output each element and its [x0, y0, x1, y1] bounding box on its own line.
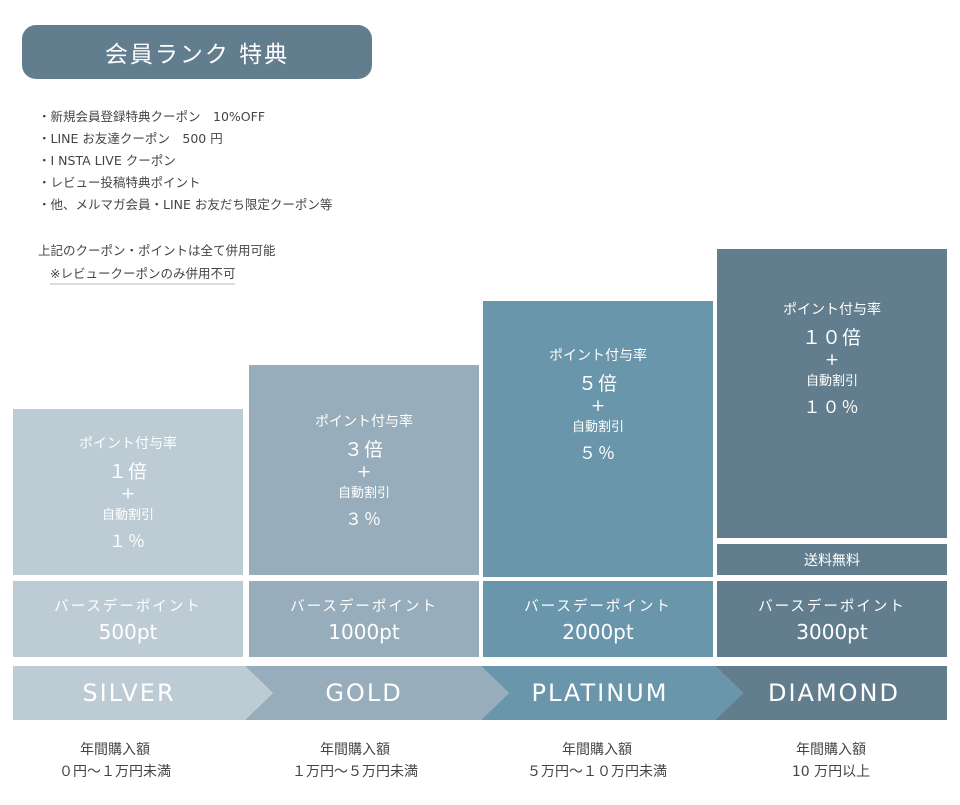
birthday-label: バースデーポイント: [290, 598, 438, 615]
discount-value: １０％: [803, 398, 861, 418]
annual-label: 年間購入額: [562, 742, 632, 758]
rate-value: １倍: [107, 460, 148, 483]
diamond-birthday-block: バースデーポイント 3000pt: [717, 581, 947, 657]
gold-birthday-block: バースデーポイント 1000pt: [249, 581, 479, 657]
free-shipping-block: 送料無料: [717, 544, 947, 575]
silver-arrow: [13, 666, 273, 720]
rate-label: ポイント付与率: [783, 302, 881, 318]
silver-annual: 年間購入額 ０円〜１万円未満: [0, 739, 230, 783]
discount-label: 自動割引: [337, 485, 390, 501]
discount-value: ３％: [345, 509, 383, 530]
review-exception-note: ※レビュークーポンのみ併用不可: [50, 263, 236, 285]
diamond-annual: 年間購入額 10 万円以上: [716, 739, 946, 783]
birthday-points: 3000pt: [796, 619, 868, 644]
annual-range: ５万円〜１０万円未満: [527, 764, 667, 780]
annual-label: 年間購入額: [320, 742, 390, 758]
perk-item: I NSTA LIVE クーポン: [38, 150, 332, 172]
plus-sign: +: [824, 350, 840, 370]
discount-label: 自動割引: [571, 419, 624, 435]
rank-label-gold: GOLD: [325, 679, 403, 707]
plus-sign: +: [590, 395, 606, 416]
birthday-label: バースデーポイント: [758, 598, 906, 615]
discount-label: 自動割引: [101, 507, 154, 523]
gold-arrow: [245, 666, 509, 720]
rank-label-diamond: DIAMOND: [767, 679, 900, 707]
perk-item: 新規会員登録特典クーポン 10%OFF: [38, 106, 332, 128]
diamond-rate-block: ポイント付与率 １０倍 + 自動割引 １０％: [717, 249, 947, 538]
plus-sign: +: [120, 483, 136, 504]
plus-sign: +: [356, 461, 372, 482]
discount-value: １％: [109, 531, 147, 552]
rank-arrow-bar: SILVER GOLD PLATINUM DIAMOND: [13, 666, 947, 720]
birthday-points: 500pt: [98, 619, 158, 644]
annual-range: １万円〜５万円未満: [292, 764, 418, 780]
rate-value: １０倍: [801, 327, 862, 349]
annual-label: 年間購入額: [80, 742, 150, 758]
platinum-arrow: [481, 666, 743, 720]
birthday-label: バースデーポイント: [524, 598, 672, 615]
rank-label-platinum: PLATINUM: [531, 679, 669, 707]
birthday-points: 2000pt: [562, 619, 634, 644]
diamond-arrow: [715, 666, 947, 720]
platinum-birthday-block: バースデーポイント 2000pt: [483, 581, 713, 657]
discount-label: 自動割引: [805, 374, 858, 389]
combine-note: 上記のクーポン・ポイントは全て併用可能: [38, 243, 276, 258]
perk-item: LINE お友達クーポン 500 円: [38, 128, 332, 150]
rank-arrow-shapes: [13, 666, 947, 720]
perk-item: 他、メルマガ会員・LINE お友だち限定クーポン等: [38, 194, 333, 216]
gold-annual: 年間購入額 １万円〜５万円未満: [240, 739, 470, 783]
rate-value: ５倍: [577, 372, 618, 395]
discount-value: ５％: [579, 443, 617, 464]
silver-rate-block: ポイント付与率 １倍 + 自動割引 １％: [13, 409, 243, 575]
perk-item: レビュー投稿特典ポイント: [38, 172, 332, 194]
platinum-rate-block: ポイント付与率 ５倍 + 自動割引 ５％: [483, 301, 713, 577]
rate-value: ３倍: [343, 438, 384, 461]
rate-label: ポイント付与率: [549, 347, 647, 364]
annual-label: 年間購入額: [796, 742, 866, 758]
birthday-points: 1000pt: [328, 619, 400, 644]
silver-birthday-block: バースデーポイント 500pt: [13, 581, 243, 657]
rank-label-silver: SILVER: [82, 679, 176, 707]
rate-label: ポイント付与率: [79, 435, 177, 452]
annual-range: 10 万円以上: [791, 764, 871, 780]
perks-list: 新規会員登録特典クーポン 10%OFF LINE お友達クーポン 500 円 I…: [38, 106, 333, 216]
rate-label: ポイント付与率: [315, 413, 413, 430]
gold-rate-block: ポイント付与率 ３倍 + 自動割引 ３％: [249, 365, 479, 575]
page-title: 会員ランク 特典: [22, 25, 372, 79]
annual-range: ０円〜１万円未満: [59, 764, 171, 780]
platinum-annual: 年間購入額 ５万円〜１０万円未満: [482, 739, 712, 783]
birthday-label: バースデーポイント: [54, 598, 202, 615]
